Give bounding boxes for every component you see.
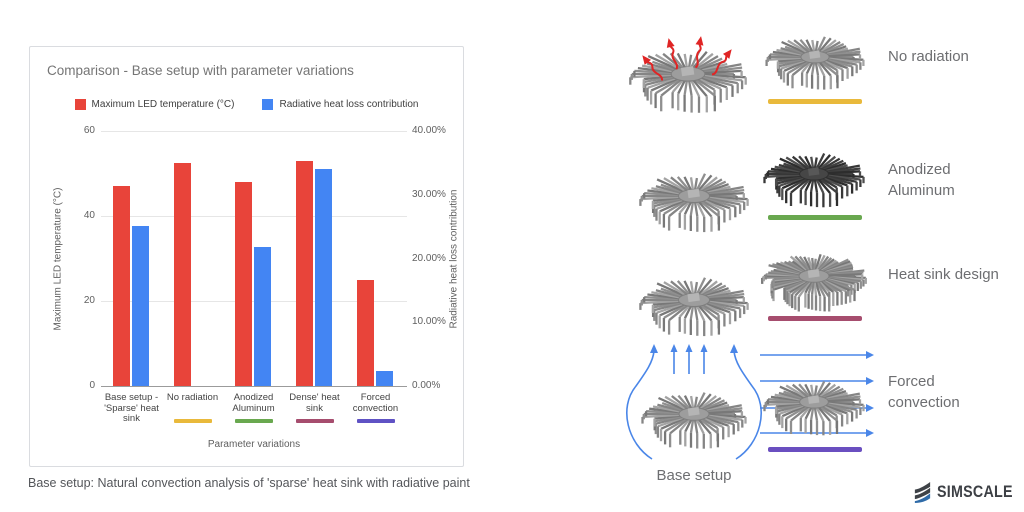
heat-sink-illustration xyxy=(763,380,865,436)
natural-convection-flow-icon xyxy=(626,344,762,460)
chart-caption: Base setup: Natural convection analysis … xyxy=(28,476,470,490)
variation-label: Heat sink design xyxy=(888,264,999,285)
y-axis-tick-left: 20 xyxy=(83,295,95,306)
legend-label: Radiative heat loss contribution xyxy=(279,99,419,110)
x-axis-category-label-line: Dense' heat xyxy=(289,392,340,403)
category-underline xyxy=(295,419,334,423)
chart-legend: Maximum LED temperature (°C) Radiative he… xyxy=(30,99,463,110)
x-axis-category-label-line: convection xyxy=(352,402,399,414)
variation-label-line: No radiation xyxy=(888,48,969,65)
variation-label: No radiation xyxy=(888,46,969,67)
radiation-arrow-icon xyxy=(666,38,679,70)
x-axis-category-label: No radiation xyxy=(162,392,223,404)
chart-title: Comparison - Base setup with parameter v… xyxy=(47,63,354,78)
variation-underline xyxy=(768,447,862,452)
gridline xyxy=(101,131,407,132)
radiation-arrow-icon xyxy=(694,36,704,69)
variation-label-line: convection xyxy=(888,394,960,411)
gridline xyxy=(101,386,407,387)
category-underline xyxy=(173,419,212,423)
category-underline xyxy=(356,419,395,423)
variation-underline xyxy=(768,316,862,321)
bar-led-temperature xyxy=(113,186,130,386)
x-axis-category-label: Forced convection xyxy=(345,392,406,414)
legend-swatch xyxy=(262,99,274,110)
variation-label-line: Forced xyxy=(888,373,935,390)
y-axis-tick-left: 60 xyxy=(83,125,95,136)
y-axis-tick-left: 0 xyxy=(89,380,95,391)
heat-sink-illustration xyxy=(641,392,747,449)
y-axis-tick-right: 40.00% xyxy=(412,125,446,136)
x-axis-category-label: Base setup - 'Sparse' heat sink xyxy=(101,392,162,425)
bar-radiative-loss xyxy=(132,225,149,386)
variation-label-line: Aluminum xyxy=(888,182,955,199)
simscale-logo: SIMSCALE xyxy=(912,481,1024,503)
y-axis-tick-right: 30.00% xyxy=(412,188,446,200)
heat-sink-illustration xyxy=(639,277,749,337)
bar-led-temperature xyxy=(357,279,374,386)
heat-sink-illustration xyxy=(639,173,749,233)
variation-label: Forced convection xyxy=(888,371,960,413)
gridline xyxy=(101,216,407,217)
x-axis-category-label-line: sink xyxy=(123,413,140,424)
category-underline xyxy=(234,419,273,423)
y-axis-tick-right: 0.00% xyxy=(412,380,441,391)
bar-radiative-loss xyxy=(315,169,332,386)
chart-card: Comparison - Base setup with parameter v… xyxy=(29,46,464,467)
x-axis-category-label-line: sink xyxy=(306,402,323,414)
y-axis-tick-right: 10.00% xyxy=(412,316,446,328)
variation-underline xyxy=(768,215,862,220)
bar-led-temperature xyxy=(296,160,313,386)
x-axis-category-label-line: 'Sparse' heat xyxy=(104,402,159,414)
x-axis-category-label-line: Anodized xyxy=(233,392,274,403)
x-axis-category-label-line: Forced xyxy=(360,392,391,403)
legend-item: Radiative heat loss contribution xyxy=(262,99,418,110)
legend-swatch xyxy=(74,99,86,110)
heat-sink-illustration xyxy=(763,152,865,208)
x-axis-category-label: Anodized Aluminum xyxy=(223,392,284,414)
variation-label-line: Anodized xyxy=(888,161,951,178)
x-axis-title: Parameter variations xyxy=(207,439,301,450)
variation-label: Anodized Aluminum xyxy=(888,159,955,201)
radiation-arrow-icon xyxy=(642,55,664,81)
base-setup-label: Base setup xyxy=(656,467,732,484)
x-axis-category-label-line: No radiation xyxy=(166,392,219,403)
x-axis-category-label-line: Aluminum xyxy=(232,402,275,414)
simscale-logo-text: SIMSCALE xyxy=(937,482,1013,501)
heat-sink-illustration xyxy=(765,36,865,90)
bar-led-temperature xyxy=(174,162,191,386)
radiation-arrow-icon xyxy=(711,49,732,76)
bar-led-temperature xyxy=(235,182,252,386)
variation-underline xyxy=(768,99,862,104)
x-axis-category-label: Dense' heat sink xyxy=(284,392,345,414)
x-axis-category-label-line: Base setup - xyxy=(104,392,159,403)
y-axis-tick-left: 40 xyxy=(83,210,95,221)
bar-radiative-loss xyxy=(254,247,271,386)
heat-sink-illustration xyxy=(761,253,867,312)
y-axis-tick-right: 20.00% xyxy=(412,252,446,264)
simscale-logo-icon xyxy=(914,481,931,503)
legend-item: Maximum LED temperature (°C) xyxy=(74,99,235,110)
legend-label: Maximum LED temperature (°C) xyxy=(91,99,235,110)
bar-radiative-loss xyxy=(376,371,393,386)
variation-label-line: Heat sink design xyxy=(888,266,999,283)
